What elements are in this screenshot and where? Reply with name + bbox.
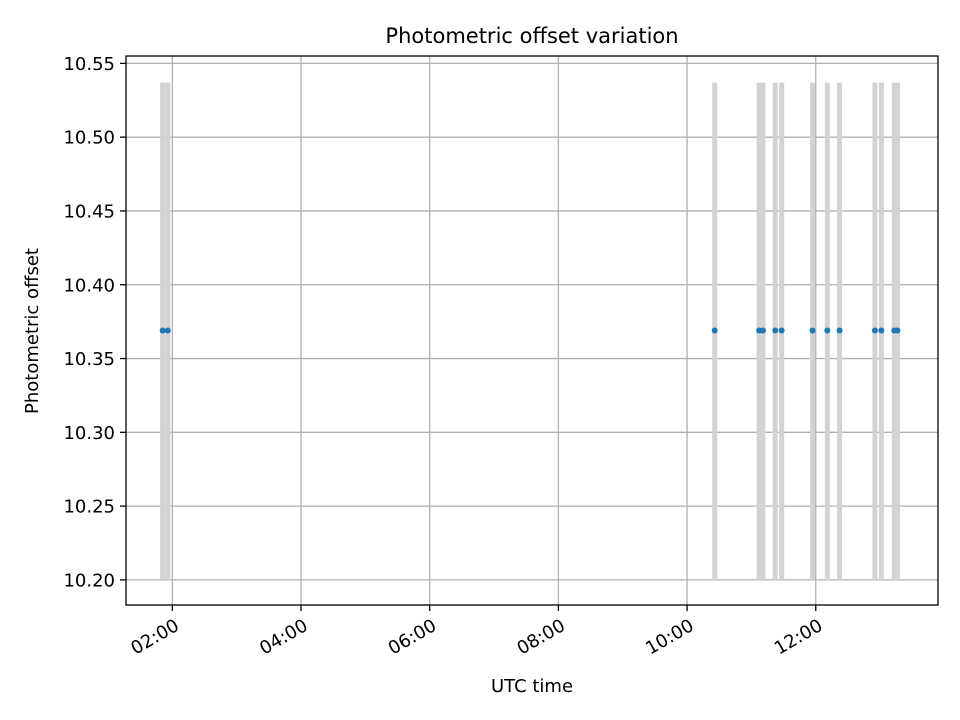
y-tick-label: 10.50 [63, 128, 115, 149]
data-point [711, 327, 718, 334]
data-point [164, 327, 171, 334]
data-point [778, 327, 785, 334]
data-points-layer [159, 327, 901, 334]
y-tick-label: 10.30 [63, 423, 115, 444]
y-tick-label: 10.55 [63, 54, 115, 75]
y-tick-label: 10.45 [63, 201, 115, 222]
data-point [871, 327, 878, 334]
y-tick-label: 10.40 [63, 275, 115, 296]
y-axis-title: Photometric offset [22, 248, 43, 414]
y-tick-label: 10.35 [63, 349, 115, 370]
data-point [159, 327, 166, 334]
plot-frame [125, 55, 939, 606]
y-tick-label: 10.25 [63, 497, 115, 518]
data-point [772, 327, 779, 334]
data-point [809, 327, 816, 334]
data-point [836, 327, 843, 334]
data-point [878, 327, 885, 334]
data-point [894, 327, 901, 334]
chart-title: Photometric offset variation [385, 24, 678, 48]
grid-layer [126, 56, 938, 605]
y-tick-label: 10.20 [63, 570, 115, 591]
x-axis-title: UTC time [491, 676, 573, 697]
data-point [759, 327, 766, 334]
y-axis-ticks: 10.20 10.25 10.30 10.35 10.40 10.45 10.50 10.55 [63, 54, 126, 591]
data-point [824, 327, 831, 334]
